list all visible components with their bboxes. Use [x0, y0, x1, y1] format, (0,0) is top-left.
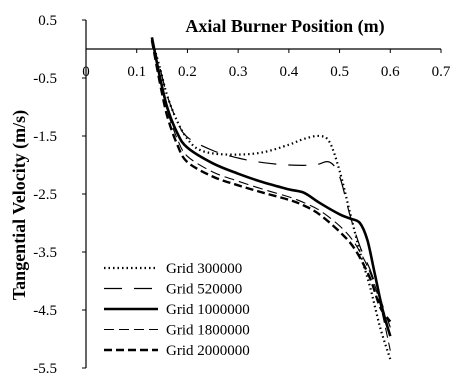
series-line-5	[152, 40, 390, 321]
y-tick-label: -3.5	[33, 245, 57, 261]
y-tick-label: -5.5	[33, 361, 57, 374]
legend-label: Grid 2000000	[166, 343, 250, 359]
y-tick-labels: 0.5 -0.5 -1.5 -2.5 -3.5 -4.5 -5.5	[33, 13, 57, 374]
x-tick-label: 0.4	[279, 64, 298, 80]
x-tick-label: 0	[82, 64, 90, 80]
x-tick-label: 0.7	[432, 64, 451, 80]
y-tick-label: -4.5	[33, 303, 57, 319]
y-tick-label: -0.5	[33, 71, 57, 87]
legend: Grid 300000 Grid 520000 Grid 1000000 Grid 1…	[104, 261, 250, 359]
x-axis-title: Axial Burner Position (m)	[185, 16, 384, 37]
x-tick-label: 0.5	[330, 64, 349, 80]
x-tick-label: 0.1	[127, 64, 146, 80]
legend-label: Grid 520000	[166, 282, 242, 298]
y-tick-label: 0.5	[38, 13, 57, 29]
x-tick-label: 0.3	[229, 64, 248, 80]
x-tick-labels: 0 0.1 0.2 0.3 0.4 0.5 0.6 0.7	[82, 64, 451, 80]
y-tick-label: -2.5	[33, 187, 57, 203]
y-axis-title: Tangential Velocity (m/s)	[9, 110, 30, 300]
legend-label: Grid 1800000	[166, 323, 250, 339]
legend-label: Grid 1000000	[166, 302, 250, 318]
x-tick-label: 0.2	[178, 64, 197, 80]
x-tick-label: 0.6	[381, 64, 400, 80]
y-tick-label: -1.5	[33, 129, 57, 145]
legend-label: Grid 300000	[166, 261, 242, 277]
